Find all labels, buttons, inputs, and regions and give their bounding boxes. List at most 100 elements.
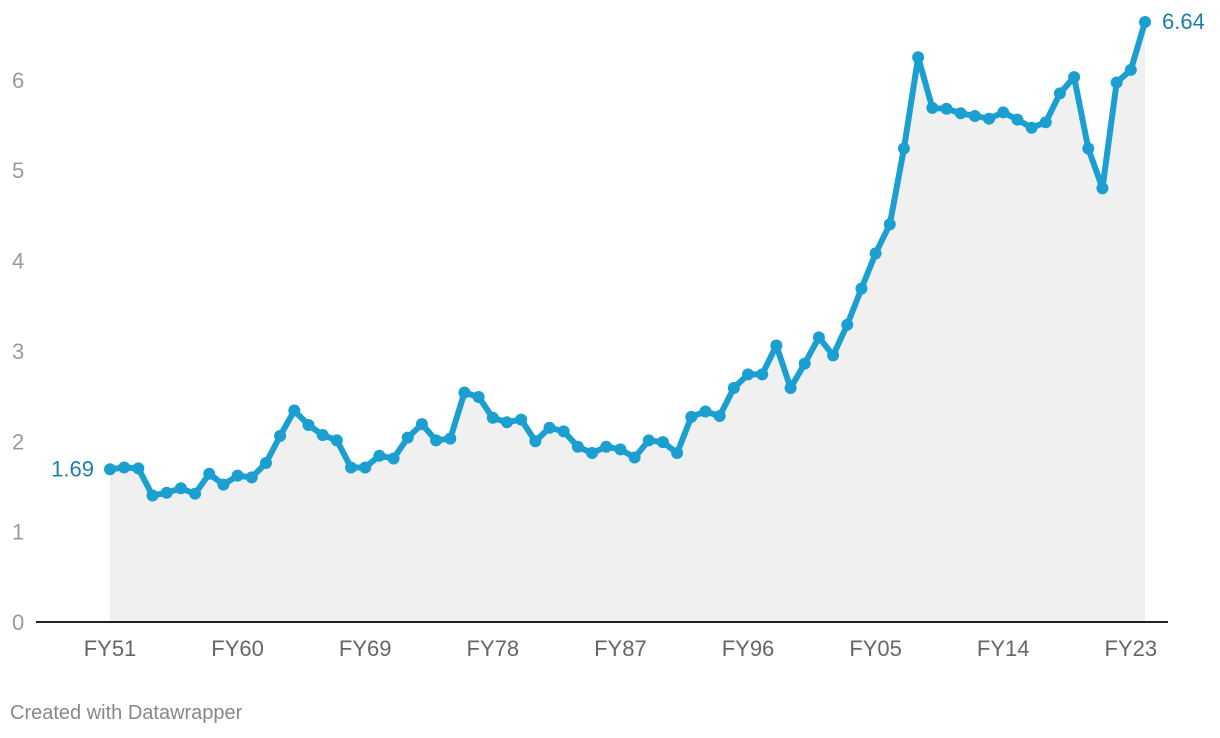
data-point (940, 102, 953, 115)
area-fill (110, 22, 1145, 622)
data-point (174, 482, 187, 495)
data-point (812, 331, 825, 344)
y-tick-label: 1 (12, 520, 24, 545)
data-point (968, 109, 981, 122)
data-point (274, 429, 287, 442)
x-tick-label: FY51 (84, 636, 137, 661)
credit-text: Created with Datawrapper (10, 702, 243, 724)
data-point (543, 421, 556, 434)
data-point (756, 368, 769, 381)
data-point (1139, 16, 1151, 28)
data-point (1011, 113, 1024, 126)
data-point (628, 451, 641, 464)
data-point (458, 386, 471, 399)
data-point (685, 410, 698, 423)
area-path (110, 22, 1145, 622)
data-point (302, 419, 315, 432)
data-point (586, 447, 599, 460)
data-point (642, 434, 655, 447)
data-point (912, 51, 925, 64)
data-point (1025, 121, 1038, 134)
data-point (387, 452, 400, 465)
data-point (897, 142, 910, 155)
data-point (430, 434, 443, 447)
data-points (104, 16, 1151, 502)
x-tick-label: FY69 (339, 636, 392, 661)
data-point (784, 381, 797, 394)
y-tick-label: 6 (12, 68, 24, 93)
data-point (245, 471, 258, 484)
y-axis: 0 1 2 3 4 5 6 (12, 68, 24, 635)
data-point (699, 405, 712, 418)
data-point (841, 318, 854, 331)
data-label-first: 1.69 (51, 456, 94, 481)
x-tick-label: FY60 (211, 636, 264, 661)
data-point (217, 478, 230, 491)
data-point (1124, 63, 1137, 76)
data-point (345, 461, 358, 474)
x-tick-label: FY96 (722, 636, 775, 661)
data-point (770, 339, 783, 352)
data-point (1053, 87, 1066, 100)
data-point (869, 247, 882, 260)
data-point (118, 461, 131, 474)
data-point (571, 440, 584, 453)
x-tick-label: FY14 (977, 636, 1030, 661)
y-tick-label: 4 (12, 249, 24, 274)
data-point (614, 443, 627, 456)
data-point (401, 431, 414, 444)
data-point (600, 440, 613, 453)
x-axis: FY51 FY60 FY69 FY78 FY87 FY96 FY05 FY14 FY23 (84, 636, 1157, 661)
data-point (231, 469, 244, 482)
y-tick-label: 5 (12, 158, 24, 183)
data-point (146, 489, 159, 502)
data-point (132, 462, 145, 475)
data-point (529, 435, 542, 448)
data-point (713, 409, 726, 422)
data-point (855, 282, 868, 295)
data-point (104, 463, 116, 476)
data-point (954, 107, 967, 120)
data-point (486, 411, 499, 424)
data-point (515, 413, 528, 426)
data-point (288, 404, 301, 417)
data-point (373, 449, 386, 462)
data-point (259, 456, 272, 469)
x-tick-label: FY78 (467, 636, 520, 661)
data-point (1039, 116, 1052, 129)
data-point (316, 428, 329, 441)
x-tick-label: FY23 (1105, 636, 1158, 661)
data-point (926, 101, 939, 114)
y-tick-label: 3 (12, 339, 24, 364)
data-point (189, 487, 202, 500)
data-point (997, 106, 1010, 119)
data-point (444, 432, 457, 445)
data-point (1096, 182, 1109, 195)
data-point (827, 349, 840, 362)
data-point (330, 434, 343, 447)
data-point (1082, 142, 1095, 155)
data-point (160, 486, 173, 499)
y-tick-label: 2 (12, 429, 24, 454)
data-point (883, 218, 896, 231)
data-point (983, 112, 996, 125)
data-point (359, 461, 372, 474)
data-point (656, 436, 669, 449)
data-point (1068, 71, 1081, 84)
data-point (500, 416, 513, 429)
data-point (472, 391, 485, 403)
x-tick-label: FY05 (849, 636, 902, 661)
data-point (798, 357, 811, 370)
data-label-last: 6.64 (1162, 9, 1205, 34)
data-point (742, 368, 755, 381)
data-point (415, 418, 428, 431)
data-point (1110, 76, 1123, 89)
x-tick-label: FY87 (594, 636, 647, 661)
data-point (203, 467, 216, 480)
y-tick-label: 0 (12, 610, 24, 635)
data-point (557, 425, 570, 438)
data-point (671, 447, 684, 460)
data-point (727, 381, 740, 394)
